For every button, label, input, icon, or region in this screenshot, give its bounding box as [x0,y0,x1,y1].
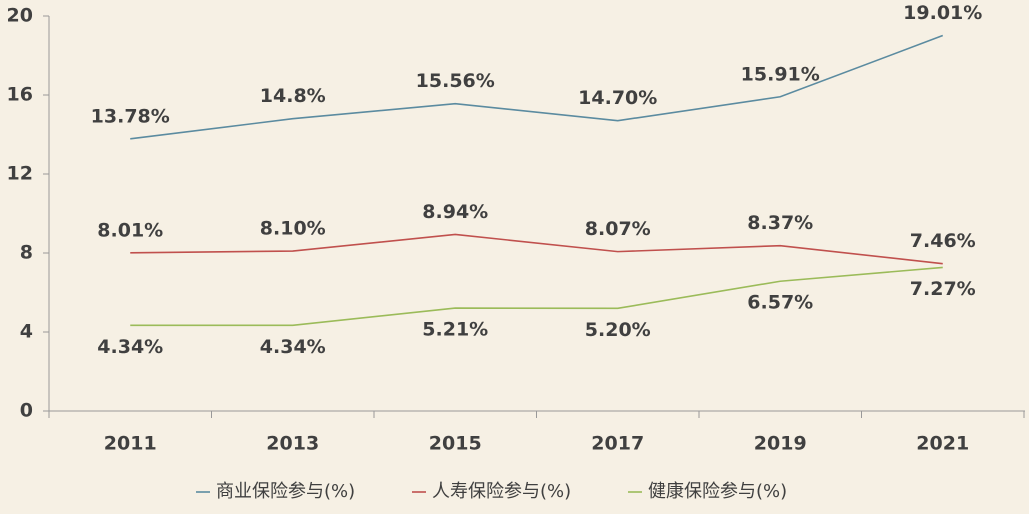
x-tick-label: 2015 [429,433,482,455]
data-label: 4.34% [260,336,326,358]
data-label: 14.8% [260,85,326,107]
y-tick-label: 20 [7,5,33,27]
data-label: 5.20% [585,319,651,341]
legend-label: 商业保险参与(%) [216,481,355,502]
data-label: 15.91% [741,63,820,85]
y-tick-label: 8 [20,242,33,264]
x-tick-label: 2021 [916,433,969,455]
data-label: 8.10% [260,218,326,240]
y-tick-label: 0 [20,400,33,422]
series-line [130,266,943,327]
legend-label: 健康保险参与(%) [648,481,787,502]
data-label: 13.78% [91,105,170,127]
data-label: 7.46% [910,230,976,252]
data-label: 4.34% [97,336,163,358]
y-tick-label: 4 [20,321,33,343]
series-line [130,34,944,140]
data-label: 5.21% [422,319,488,341]
y-tick-label: 16 [7,84,33,106]
legend-label: 人寿保险参与(%) [432,481,571,502]
data-label: 19.01% [903,2,982,24]
series-line [130,233,943,265]
x-tick-label: 2017 [591,433,644,455]
data-label: 6.57% [747,292,813,314]
x-tick-label: 2013 [266,433,319,455]
data-label: 8.94% [422,201,488,223]
y-tick-label: 12 [7,163,33,185]
data-label: 15.56% [416,70,495,92]
data-label: 14.70% [578,87,657,109]
data-label: 7.27% [910,278,976,300]
data-label: 8.37% [747,212,813,234]
x-tick-label: 2011 [104,433,157,455]
x-tick-label: 2019 [754,433,807,455]
data-label: 8.01% [97,219,163,241]
data-label: 8.07% [585,218,651,240]
